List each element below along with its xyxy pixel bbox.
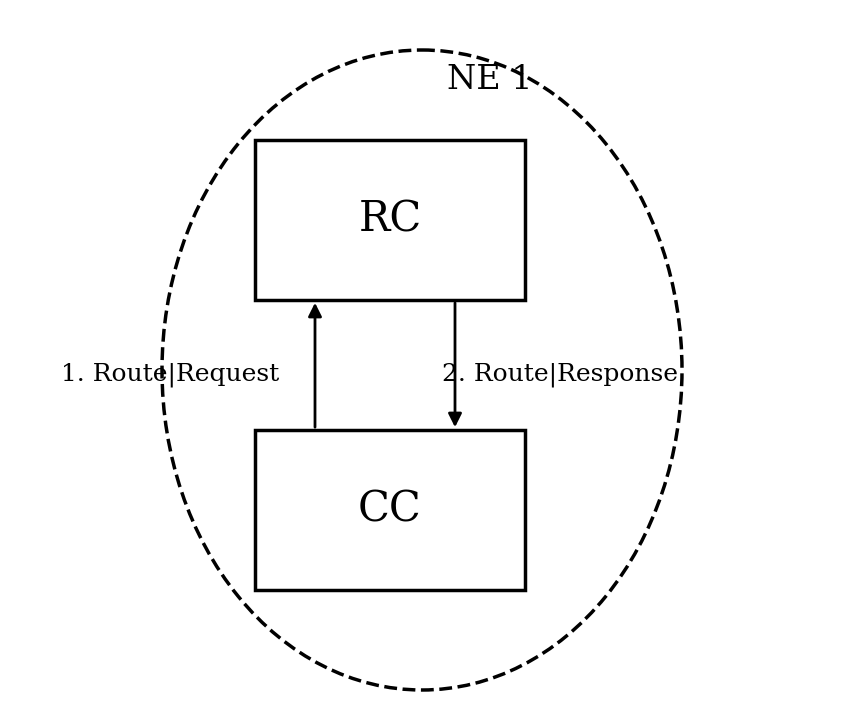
Text: 2. Route|Response: 2. Route|Response (441, 363, 677, 387)
Bar (255, 430, 524, 590)
Text: RC: RC (358, 199, 421, 241)
Text: NE 1: NE 1 (446, 64, 532, 96)
Bar (255, 140, 524, 300)
Text: 1. Route|Request: 1. Route|Request (61, 363, 279, 387)
Text: CC: CC (358, 489, 421, 531)
